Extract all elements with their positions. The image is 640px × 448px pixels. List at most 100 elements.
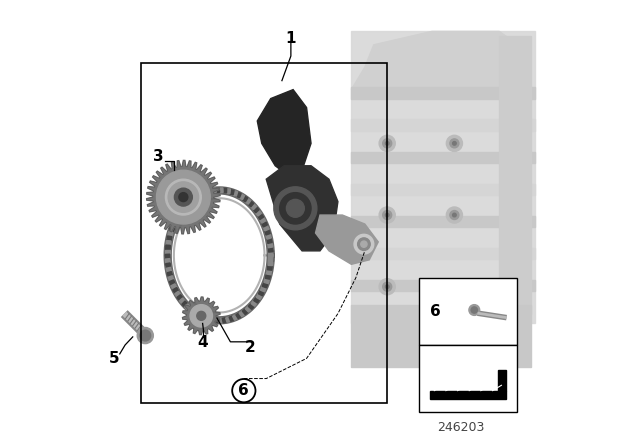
Circle shape (452, 285, 456, 289)
Circle shape (446, 279, 463, 295)
Bar (215, 318, 227, 323)
Circle shape (379, 135, 396, 151)
Bar (168, 276, 176, 288)
Bar (259, 284, 268, 296)
Bar (204, 188, 216, 195)
Polygon shape (499, 36, 531, 314)
Circle shape (383, 211, 392, 220)
Polygon shape (351, 151, 535, 163)
Bar (256, 288, 266, 300)
Bar (175, 208, 185, 220)
Text: 6: 6 (239, 383, 249, 398)
Bar (419, 278, 517, 345)
Bar (191, 309, 202, 319)
Circle shape (157, 170, 210, 224)
Circle shape (274, 187, 317, 230)
Bar (177, 204, 188, 216)
Bar (165, 254, 170, 266)
Bar (212, 318, 223, 323)
Polygon shape (182, 297, 220, 335)
Circle shape (137, 327, 154, 344)
Bar (229, 190, 241, 198)
Bar (268, 241, 273, 252)
Polygon shape (351, 280, 535, 291)
Bar (269, 250, 273, 261)
Bar (165, 245, 170, 257)
Bar (243, 196, 253, 207)
Bar (182, 198, 193, 210)
Bar (229, 313, 241, 321)
Text: 1: 1 (285, 30, 296, 46)
Circle shape (379, 279, 396, 295)
Circle shape (385, 285, 389, 289)
Text: 6: 6 (430, 304, 441, 319)
Bar (260, 219, 269, 231)
Bar (177, 295, 188, 306)
Bar (266, 267, 272, 279)
Polygon shape (351, 248, 535, 259)
Bar (268, 254, 273, 266)
Bar (236, 309, 248, 319)
Polygon shape (351, 31, 531, 90)
Bar (222, 188, 234, 195)
Bar (165, 250, 170, 261)
Bar (188, 194, 199, 204)
Bar (167, 271, 175, 284)
Polygon shape (351, 305, 531, 367)
Bar (259, 215, 268, 227)
Circle shape (179, 193, 188, 202)
Circle shape (287, 199, 305, 217)
Bar (219, 317, 230, 323)
Bar (197, 190, 209, 198)
Bar (166, 236, 172, 248)
Circle shape (140, 330, 150, 341)
Circle shape (168, 182, 198, 212)
Bar (232, 311, 244, 320)
Bar (264, 227, 271, 239)
Circle shape (450, 139, 459, 148)
Bar (194, 190, 206, 200)
Bar (201, 314, 212, 322)
Bar (173, 211, 182, 223)
Polygon shape (351, 184, 535, 195)
Bar (266, 236, 273, 248)
Bar (179, 298, 190, 309)
Bar (165, 258, 171, 270)
Circle shape (469, 305, 479, 315)
Bar (226, 189, 237, 196)
Circle shape (383, 282, 392, 291)
Text: 4: 4 (197, 335, 208, 350)
Polygon shape (430, 391, 506, 399)
Bar (197, 313, 209, 321)
Bar (185, 196, 196, 207)
Bar (232, 190, 244, 200)
Bar (215, 188, 227, 193)
Bar (260, 280, 269, 292)
Bar (208, 188, 220, 194)
Circle shape (450, 211, 459, 220)
Bar (262, 276, 270, 288)
Bar (268, 245, 273, 257)
Text: 5: 5 (109, 351, 119, 366)
Circle shape (190, 305, 212, 327)
Circle shape (452, 142, 456, 145)
Bar (188, 306, 199, 317)
Bar (171, 284, 180, 296)
Bar (264, 271, 271, 284)
Bar (219, 188, 230, 194)
Circle shape (174, 188, 193, 206)
Bar (351, 31, 535, 323)
Bar (191, 192, 202, 202)
Bar (251, 295, 262, 306)
Circle shape (471, 307, 477, 313)
Bar (222, 316, 234, 323)
Bar (239, 194, 251, 204)
Circle shape (446, 207, 463, 223)
Bar (248, 298, 259, 309)
Text: 3: 3 (154, 149, 164, 164)
Circle shape (446, 135, 463, 151)
Bar (170, 219, 178, 231)
Bar (166, 267, 173, 279)
Bar (204, 316, 216, 323)
Polygon shape (316, 215, 378, 264)
